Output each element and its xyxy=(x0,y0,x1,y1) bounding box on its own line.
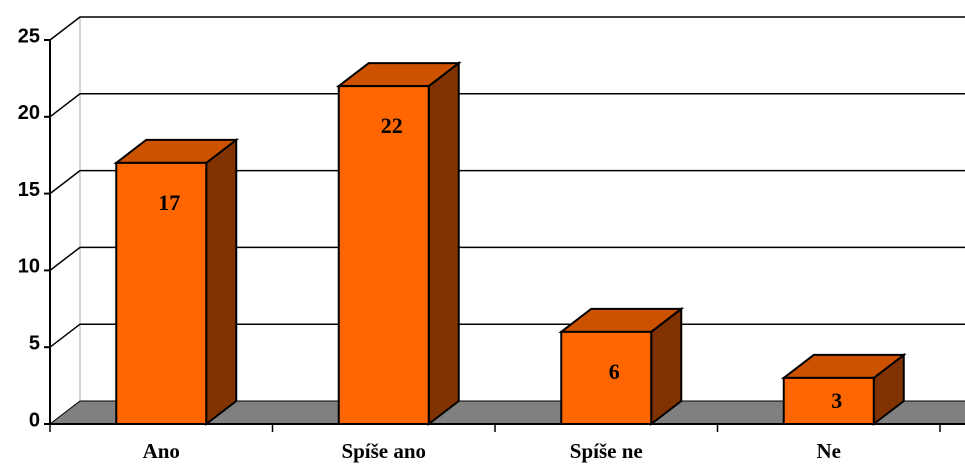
bar xyxy=(780,352,907,427)
x-tick-label: Spíše ano xyxy=(341,439,426,463)
y-tick-label: 20 xyxy=(18,102,40,124)
x-tick-label: Ano xyxy=(143,439,180,463)
x-tick-label: Spíše ne xyxy=(570,439,643,463)
grid-line xyxy=(49,169,965,195)
bar-face xyxy=(560,330,653,425)
data-label: 17 xyxy=(158,190,180,215)
bar-face xyxy=(427,61,460,427)
y-tick-label: 0 xyxy=(29,409,40,431)
y-tick-label: 25 xyxy=(18,25,40,47)
y-tick-label: 15 xyxy=(18,179,40,201)
x-tick-label: Ne xyxy=(817,439,842,463)
bar-face xyxy=(115,161,208,425)
data-label: 3 xyxy=(831,388,842,413)
bar xyxy=(558,306,685,427)
y-tick-label: 5 xyxy=(29,332,40,354)
y-tick-label: 10 xyxy=(18,256,40,278)
bar xyxy=(335,61,462,427)
grid-line xyxy=(49,16,965,41)
bar-face xyxy=(205,137,238,427)
data-label: 6 xyxy=(609,359,620,384)
bar xyxy=(113,137,240,427)
side-wall xyxy=(49,15,81,426)
grid-line xyxy=(49,323,965,348)
bar-face xyxy=(782,376,875,425)
data-label: 22 xyxy=(381,113,403,138)
grid-line xyxy=(49,246,965,271)
bar-face xyxy=(337,85,430,425)
grid-line xyxy=(49,93,965,118)
